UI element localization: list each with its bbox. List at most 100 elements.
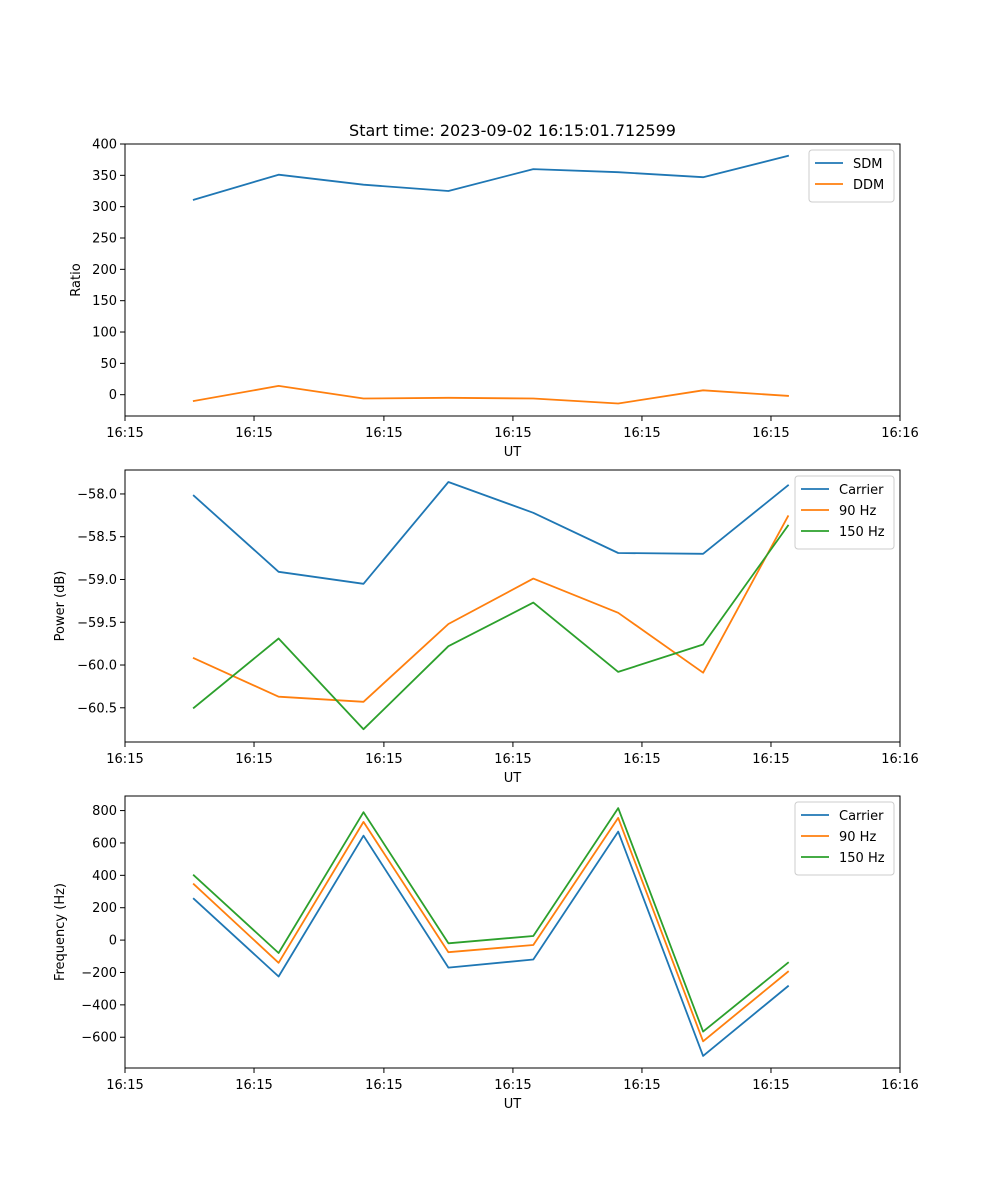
y-tick-label: 100 — [92, 326, 117, 341]
legend-label: Carrier — [839, 809, 884, 824]
x-tick-label: 16:15 — [365, 1078, 402, 1093]
data-point — [446, 941, 450, 945]
data-point — [616, 806, 620, 810]
x-axis-label: UT — [504, 445, 522, 460]
data-point — [446, 950, 450, 954]
y-tick-label: −59.0 — [77, 573, 117, 588]
data-point — [786, 483, 790, 487]
data-point — [277, 570, 281, 574]
x-tick-label: 16:16 — [881, 1078, 918, 1093]
x-tick-label: 16:15 — [365, 426, 402, 441]
data-point — [786, 154, 790, 158]
data-point — [786, 514, 790, 518]
y-tick-label: 250 — [92, 232, 117, 247]
legend-label: 150 Hz — [839, 525, 885, 540]
data-point — [616, 611, 620, 615]
data-point — [701, 388, 705, 392]
y-tick-label: 350 — [92, 169, 117, 184]
data-point — [277, 173, 281, 177]
y-tick-label: −400 — [81, 998, 117, 1013]
data-point — [616, 830, 620, 834]
data-point — [192, 706, 196, 710]
figure-title: Start time: 2023-09-02 16:15:01.712599 — [349, 121, 676, 140]
data-point — [362, 700, 366, 704]
data-point — [616, 816, 620, 820]
data-point — [362, 834, 366, 838]
data-point — [531, 396, 535, 400]
power-chart: 16:15 16:15 16:15 16:15 16:15 16:15 16:16 −60.5… — [53, 469, 919, 786]
data-point — [192, 873, 196, 877]
y-tick-label: −59.5 — [77, 616, 117, 631]
y-axis-label: Ratio — [69, 263, 84, 296]
data-point — [531, 167, 535, 171]
data-point — [446, 644, 450, 648]
x-tick-label: 16:15 — [235, 1078, 272, 1093]
data-point — [616, 670, 620, 674]
x-tick-label: 16:15 — [494, 1078, 531, 1093]
x-tick-label: 16:15 — [623, 752, 660, 767]
data-point — [192, 494, 196, 498]
x-tick-label: 16:15 — [494, 752, 531, 767]
data-point — [786, 961, 790, 965]
data-point — [701, 671, 705, 675]
data-point — [531, 943, 535, 947]
data-point — [701, 552, 705, 556]
y-tick-label: 0 — [109, 934, 117, 949]
data-point — [616, 551, 620, 555]
data-point — [531, 601, 535, 605]
data-point — [616, 170, 620, 174]
y-tick-label: −58.0 — [77, 487, 117, 502]
x-tick-label: 16:15 — [106, 1078, 143, 1093]
series-line-90-hz — [192, 817, 790, 1043]
data-point — [277, 637, 281, 641]
y-tick-label: 200 — [92, 263, 117, 278]
data-point — [786, 970, 790, 974]
data-point — [446, 480, 450, 484]
legend-label: 150 Hz — [839, 851, 885, 866]
series-line-150-hz — [192, 807, 790, 1033]
data-point — [277, 961, 281, 965]
y-tick-label: 600 — [92, 836, 117, 851]
y-tick-label: −58.5 — [77, 530, 117, 545]
y-tick-label: 400 — [92, 869, 117, 884]
legend-label: SDM — [853, 157, 882, 172]
data-point — [701, 642, 705, 646]
axes-frame — [124, 469, 901, 743]
frequency-chart: 16:15 16:15 16:15 16:15 16:15 16:15 16:16 −600 −… — [53, 795, 919, 1112]
data-point — [446, 966, 450, 970]
x-tick-label: 16:15 — [106, 752, 143, 767]
ratio-chart: 16:15 16:15 16:15 16:15 16:15 16:15 16:16 0 50 10… — [69, 138, 919, 461]
series-line-carrier — [192, 481, 790, 585]
data-point — [446, 396, 450, 400]
legend: SDM DDM — [808, 149, 895, 203]
y-tick-label: −60.0 — [77, 659, 117, 674]
y-tick-label: −60.5 — [77, 701, 117, 716]
data-point — [277, 695, 281, 699]
y-tick-label: 0 — [109, 388, 117, 403]
series-line-90-hz — [192, 514, 790, 703]
x-tick-label: 16:15 — [752, 1078, 789, 1093]
data-point — [531, 958, 535, 962]
legend: Carrier 90 Hz 150 Hz — [794, 801, 895, 876]
y-tick-label: −600 — [81, 1031, 117, 1046]
y-tick-label: 800 — [92, 804, 117, 819]
data-point — [192, 897, 196, 901]
data-point — [362, 396, 366, 400]
data-point — [362, 582, 366, 586]
legend: Carrier 90 Hz 150 Hz — [794, 475, 895, 550]
y-axis-label: Power (dB) — [53, 571, 68, 642]
axes-frame — [124, 143, 901, 417]
data-point — [192, 198, 196, 202]
y-tick-label: 50 — [100, 357, 117, 372]
series-line-150-hz — [192, 524, 790, 731]
data-point — [531, 511, 535, 515]
x-tick-label: 16:15 — [235, 752, 272, 767]
data-point — [531, 577, 535, 581]
y-tick-label: 300 — [92, 200, 117, 215]
data-point — [277, 951, 281, 955]
data-point — [192, 399, 196, 403]
data-point — [362, 820, 366, 824]
data-point — [701, 1030, 705, 1034]
legend-label: DDM — [853, 178, 884, 193]
